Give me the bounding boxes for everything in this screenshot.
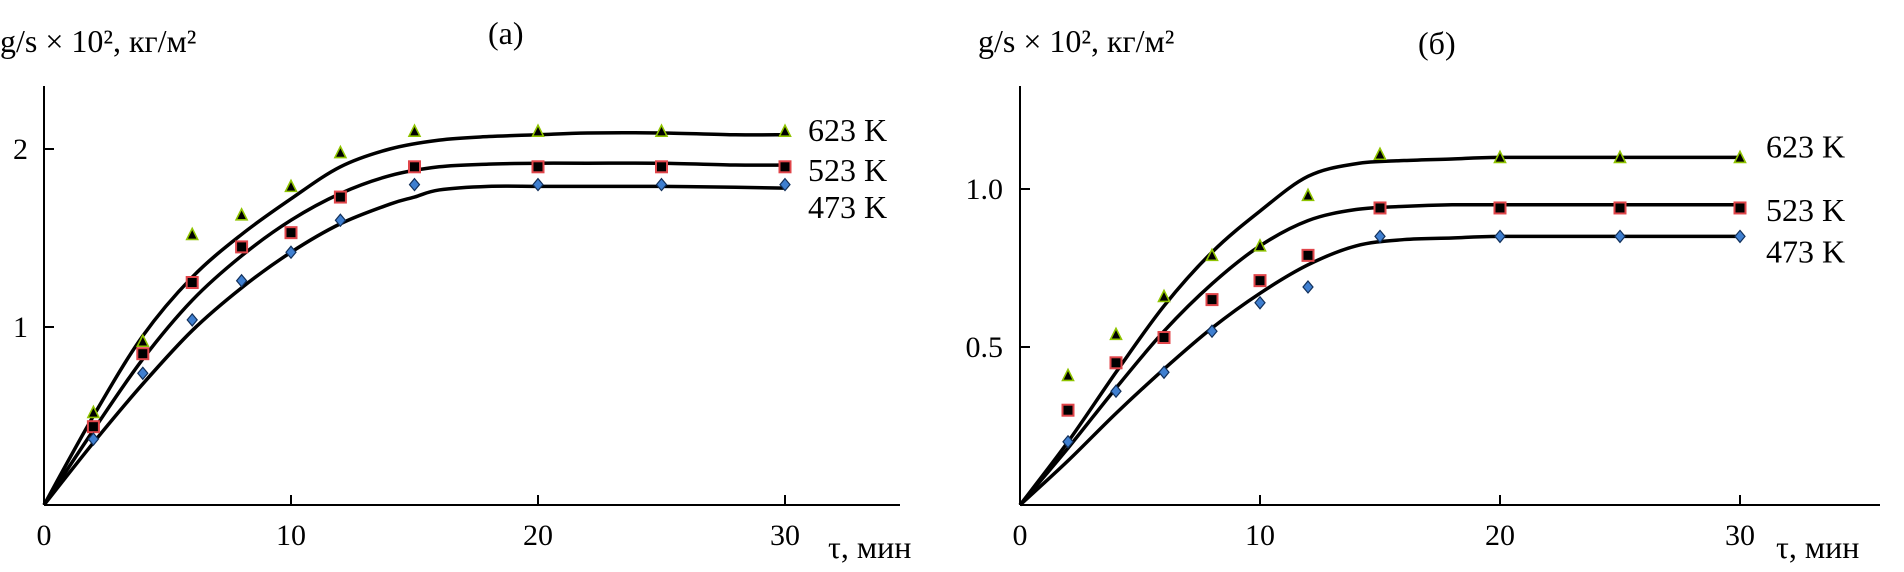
data-point [1733,149,1747,164]
data-point [1614,229,1626,244]
data-point [655,160,668,174]
x-tick-label: 30 [1725,519,1755,552]
data-point [1613,149,1627,164]
series-labels: 623 K 523 K 473 K [1766,128,1845,269]
data-point [186,312,198,327]
y-axis-label: g/s × 10², кг/м² [978,23,1174,59]
y-tick-label: 1 [13,311,28,344]
fit-curve-473-k [42,184,786,507]
fit-curve-473-k [1018,234,1740,507]
data-points [86,123,792,447]
data-point [531,123,545,137]
data-point [1061,403,1075,417]
data-point [1733,201,1747,215]
data-point [136,333,150,348]
data-point [1157,288,1171,303]
data-point [1110,384,1122,399]
data-points [1061,146,1747,449]
data-point [284,226,298,240]
ticks: 0 10 20 30 0.5 1.0 [966,173,1756,552]
data-point [235,273,248,288]
data-point [1061,367,1075,382]
data-point [1373,146,1387,161]
data-point [1374,229,1386,244]
data-point [1494,229,1506,244]
series-label: 473 K [808,189,887,225]
data-point [1493,201,1507,215]
data-point [1254,295,1266,310]
x-axis-label: τ, мин [828,529,911,565]
data-point [1302,280,1314,294]
data-point [86,420,100,434]
series-label: 523 K [1766,192,1845,228]
data-point [1373,201,1387,215]
x-tick-label: 0 [1013,519,1028,552]
data-point [1157,331,1171,345]
data-point [532,177,544,192]
data-point [408,177,421,192]
y-tick-label: 2 [13,133,28,166]
data-point [1109,356,1123,370]
data-point [1253,274,1267,288]
x-tick-label: 10 [276,519,306,552]
chart-title: (а) [488,15,524,51]
x-tick-label: 10 [1245,519,1275,552]
data-point [1109,326,1123,341]
data-point [234,207,249,221]
data-point [137,366,149,381]
fit-curve-623-k [1018,155,1740,507]
data-point [1613,201,1627,215]
data-point [655,177,668,192]
series-label: 523 K [808,152,887,188]
data-point [1205,293,1219,307]
y-axis-label: g/s × 10², кг/м² [0,23,196,59]
data-point [185,276,199,289]
data-point [408,160,421,174]
data-point [654,123,669,137]
series-label: 623 K [808,112,887,148]
data-point [1158,365,1170,380]
chart-panel-b: g/s × 10², кг/м² (б) τ, мин 0 10 20 30 0.5 1.… [966,23,1880,565]
data-point [334,213,347,228]
data-point [284,178,298,193]
series-label: 623 K [1766,128,1845,164]
data-point [333,144,348,159]
x-tick-label: 20 [1485,519,1515,552]
data-point [1253,238,1267,252]
chart-panel-a: g/s × 10², кг/м² (а) τ, мин 0 10 20 30 1 2 62… [0,15,911,565]
data-point [86,404,101,419]
data-point [1062,434,1074,449]
data-point [185,226,199,241]
y-tick-label: 1.0 [966,173,1004,206]
data-point [531,160,545,174]
y-tick-label: 0.5 [966,331,1004,364]
data-point [1206,324,1218,339]
data-point [778,123,792,137]
data-point [87,432,100,447]
data-point [1301,187,1315,202]
data-point [136,347,150,361]
data-point [1734,229,1746,244]
data-point [235,240,249,254]
ticks: 0 10 20 30 1 2 [13,133,800,552]
x-tick-label: 30 [770,519,800,552]
data-point [1493,149,1507,164]
x-tick-label: 0 [37,519,52,552]
data-point [778,160,792,174]
x-axis-label: τ, мин [1776,529,1859,565]
series-label: 473 K [1766,233,1845,269]
data-point [1205,247,1219,262]
chart-title: (б) [1418,25,1456,61]
fit-curve-523-k [42,161,786,506]
x-tick-label: 20 [523,519,553,552]
data-point [1301,248,1315,262]
data-point [407,123,422,137]
data-point [779,177,791,192]
data-point [333,190,347,204]
data-point [285,245,297,260]
